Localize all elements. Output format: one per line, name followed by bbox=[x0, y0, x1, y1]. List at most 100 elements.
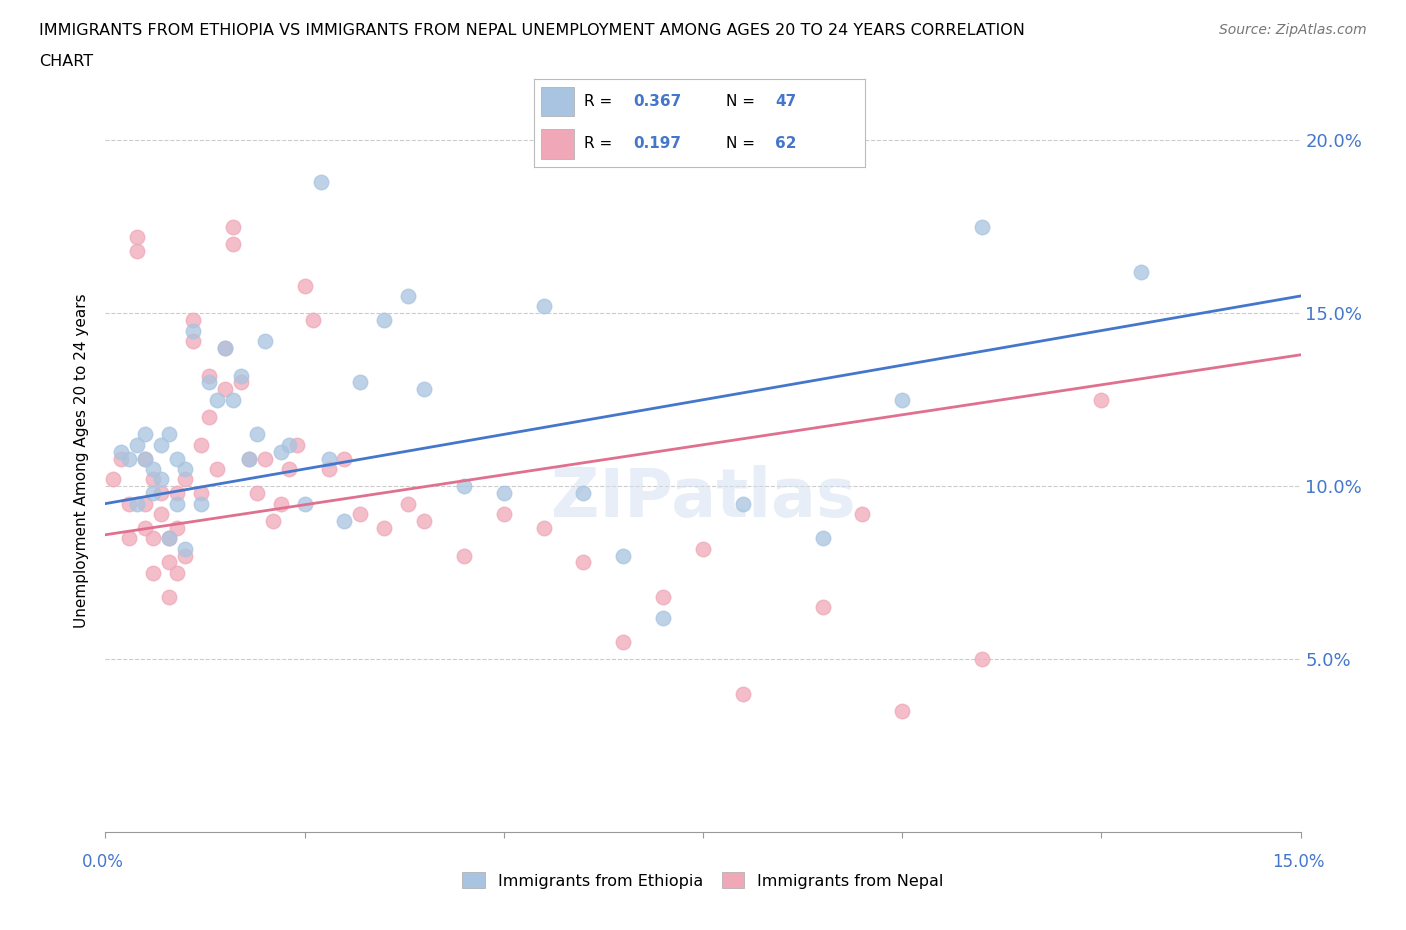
Text: 62: 62 bbox=[776, 137, 797, 152]
Point bbox=[150, 507, 173, 522]
Point bbox=[413, 382, 436, 397]
Text: Source: ZipAtlas.com: Source: ZipAtlas.com bbox=[1219, 23, 1367, 37]
Point bbox=[492, 485, 515, 500]
Point bbox=[142, 565, 165, 580]
Point bbox=[181, 312, 204, 327]
Point bbox=[142, 485, 165, 500]
Point bbox=[246, 427, 269, 442]
Point bbox=[396, 288, 419, 303]
Point bbox=[1090, 392, 1112, 407]
Point bbox=[285, 437, 308, 452]
Point bbox=[533, 521, 555, 536]
Point bbox=[294, 497, 316, 512]
Point bbox=[205, 392, 228, 407]
Point bbox=[262, 513, 284, 528]
Point bbox=[118, 531, 141, 546]
Point bbox=[453, 548, 475, 563]
Point bbox=[891, 704, 914, 719]
Point bbox=[253, 334, 276, 349]
Point bbox=[142, 531, 165, 546]
Text: ZIPatlas: ZIPatlas bbox=[551, 465, 855, 530]
Point bbox=[127, 437, 149, 452]
Point bbox=[333, 513, 356, 528]
Point bbox=[692, 541, 714, 556]
Point bbox=[134, 451, 156, 466]
Point bbox=[970, 652, 993, 667]
Point bbox=[181, 334, 204, 349]
Point bbox=[157, 590, 180, 604]
Point bbox=[229, 368, 252, 383]
Point bbox=[301, 312, 323, 327]
Point bbox=[970, 219, 993, 234]
Point bbox=[891, 392, 914, 407]
Point bbox=[127, 230, 149, 245]
Point bbox=[181, 323, 204, 338]
Text: 0.197: 0.197 bbox=[633, 137, 682, 152]
Point bbox=[166, 451, 188, 466]
Point bbox=[205, 461, 228, 476]
Point bbox=[110, 451, 132, 466]
Point bbox=[174, 472, 197, 486]
Point bbox=[142, 461, 165, 476]
Point bbox=[174, 541, 197, 556]
Point bbox=[238, 451, 260, 466]
Point bbox=[214, 382, 236, 397]
Point bbox=[222, 392, 245, 407]
Point bbox=[157, 555, 180, 570]
Point bbox=[166, 485, 188, 500]
Point bbox=[294, 278, 316, 293]
Point bbox=[157, 531, 180, 546]
Point bbox=[396, 497, 419, 512]
Text: N =: N = bbox=[725, 137, 759, 152]
Text: R =: R = bbox=[583, 94, 617, 109]
Point bbox=[453, 479, 475, 494]
Text: 0.0%: 0.0% bbox=[82, 853, 124, 871]
Point bbox=[246, 485, 269, 500]
Point bbox=[214, 340, 236, 355]
Point bbox=[198, 375, 221, 390]
Point bbox=[127, 497, 149, 512]
Point bbox=[277, 437, 299, 452]
Point bbox=[851, 507, 873, 522]
Text: IMMIGRANTS FROM ETHIOPIA VS IMMIGRANTS FROM NEPAL UNEMPLOYMENT AMONG AGES 20 TO : IMMIGRANTS FROM ETHIOPIA VS IMMIGRANTS F… bbox=[39, 23, 1025, 38]
Point bbox=[811, 600, 834, 615]
Point bbox=[222, 236, 245, 251]
Point bbox=[253, 451, 276, 466]
Point bbox=[811, 531, 834, 546]
Y-axis label: Unemployment Among Ages 20 to 24 years: Unemployment Among Ages 20 to 24 years bbox=[75, 293, 90, 628]
Point bbox=[127, 244, 149, 259]
Bar bbox=[541, 129, 574, 159]
Point bbox=[318, 461, 340, 476]
Point bbox=[413, 513, 436, 528]
Point bbox=[150, 437, 173, 452]
Text: 0.367: 0.367 bbox=[633, 94, 682, 109]
Point bbox=[222, 219, 245, 234]
Point bbox=[190, 497, 212, 512]
Point bbox=[652, 590, 675, 604]
Text: R =: R = bbox=[583, 137, 617, 152]
Text: 47: 47 bbox=[776, 94, 797, 109]
Point bbox=[572, 485, 595, 500]
Text: 15.0%: 15.0% bbox=[1272, 853, 1324, 871]
Point bbox=[157, 531, 180, 546]
Point bbox=[349, 375, 371, 390]
Point bbox=[1130, 264, 1153, 279]
Point bbox=[214, 340, 236, 355]
Point bbox=[110, 445, 132, 459]
Point bbox=[333, 451, 356, 466]
Point bbox=[174, 548, 197, 563]
Point bbox=[198, 409, 221, 424]
Text: N =: N = bbox=[725, 94, 759, 109]
Point bbox=[318, 451, 340, 466]
Point bbox=[238, 451, 260, 466]
Legend: Immigrants from Ethiopia, Immigrants from Nepal: Immigrants from Ethiopia, Immigrants fro… bbox=[456, 866, 950, 895]
Point bbox=[572, 555, 595, 570]
Point bbox=[134, 497, 156, 512]
Point bbox=[270, 445, 292, 459]
Point bbox=[229, 375, 252, 390]
Point bbox=[190, 437, 212, 452]
Point bbox=[118, 497, 141, 512]
Point bbox=[150, 472, 173, 486]
Point bbox=[349, 507, 371, 522]
Point bbox=[134, 427, 156, 442]
